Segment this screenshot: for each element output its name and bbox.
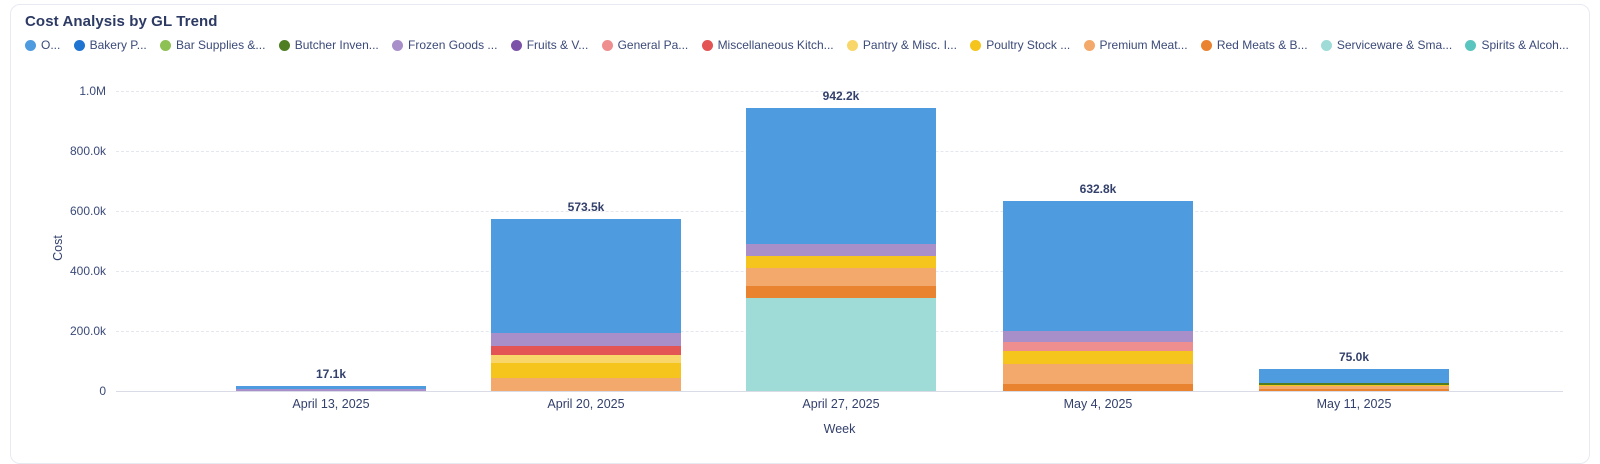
bar-segment[interactable] [1003, 351, 1193, 365]
legend-item[interactable]: Premium Meat... [1083, 38, 1188, 52]
x-tick-label: May 4, 2025 [1063, 397, 1133, 411]
legend-dot-icon [1200, 39, 1212, 51]
legend-dot-icon [846, 39, 858, 51]
legend-item[interactable]: Fruits & V... [510, 38, 589, 52]
legend-item[interactable]: Bakery P... [73, 38, 147, 52]
stacked-bar[interactable] [1259, 368, 1449, 391]
stacked-bar[interactable] [746, 108, 936, 391]
legend-dot-icon [970, 39, 982, 51]
bar-segment[interactable] [1003, 341, 1193, 352]
bar-segment[interactable] [746, 108, 936, 244]
bar-segment[interactable] [236, 385, 426, 389]
legend-item-label: Bar Supplies &... [176, 38, 266, 52]
x-tick-label: April 20, 2025 [547, 397, 625, 411]
bar-segment[interactable] [746, 298, 936, 391]
legend-dot-icon [1320, 39, 1332, 51]
bar-segment[interactable] [1003, 364, 1193, 385]
bar-segment[interactable] [746, 268, 936, 286]
y-tick-label: 0 [99, 384, 106, 398]
legend-item[interactable]: Frozen Goods ... [392, 38, 497, 52]
legend-item-label: Serviceware & Sma... [1336, 38, 1453, 52]
legend-item-label: Pantry & Misc. I... [862, 38, 957, 52]
chart-card: Cost Analysis by GL Trend O... Bakery P..… [10, 4, 1590, 464]
bar-segment[interactable] [1259, 384, 1449, 387]
bar-segment[interactable] [491, 355, 681, 364]
x-tick-label: April 27, 2025 [802, 397, 880, 411]
legend-item[interactable]: Miscellaneous Kitch... [701, 38, 834, 52]
legend-item[interactable]: Red Meats & B... [1200, 38, 1308, 52]
y-tick-label: 1.0M [79, 84, 106, 98]
legend-item-label: Premium Meat... [1099, 38, 1188, 52]
x-tick-label: May 11, 2025 [1316, 397, 1392, 411]
legend-item[interactable]: Spirits & Alcoh... [1465, 38, 1569, 52]
bar-segment[interactable] [236, 389, 426, 391]
bar-total-label: 75.0k [1338, 349, 1370, 364]
legend-item-label: O... [41, 38, 61, 52]
stacked-bar[interactable] [236, 385, 426, 391]
legend-dot-icon [160, 39, 172, 51]
legend-item[interactable]: Bar Supplies &... [160, 38, 265, 52]
legend-dot-icon [701, 39, 713, 51]
stacked-bar[interactable] [491, 218, 681, 391]
bar-segment[interactable] [491, 333, 681, 347]
bar-segment[interactable] [1003, 384, 1193, 391]
x-tick-label: April 13, 2025 [292, 397, 370, 411]
legend-item[interactable]: O... [25, 38, 60, 52]
legend-item-label: Butcher Inven... [294, 38, 379, 52]
bar-segment[interactable] [746, 244, 936, 256]
legend-item-label: Bakery P... [89, 38, 147, 52]
x-axis-title: Week [823, 422, 856, 436]
legend-item-label: Poultry Stock ... [986, 38, 1071, 52]
bar-segment[interactable] [1259, 386, 1449, 389]
gridline [116, 91, 1563, 92]
bar-segment[interactable] [1259, 382, 1449, 385]
bar-segment[interactable] [491, 378, 681, 391]
legend-item-label: Miscellaneous Kitch... [717, 38, 834, 52]
legend-dot-icon [510, 39, 522, 51]
bar-total-label: 573.5k [567, 199, 605, 214]
x-axis-baseline [116, 391, 1563, 392]
legend-item-label: General Pa... [617, 38, 689, 52]
plot-area: Cost 0 200.0k 400.0k 600.0k 800.0k 1.0M 17.1k A… [51, 84, 1563, 411]
bar-segment[interactable] [491, 363, 681, 379]
y-axis-title: Cost [51, 235, 65, 261]
y-tick-label: 400.0k [69, 264, 106, 278]
legend-dot-icon [278, 39, 290, 51]
legend-item[interactable]: General Pa... [601, 38, 689, 52]
bar-total-label: 17.1k [315, 366, 347, 381]
legend-dot-icon [73, 39, 85, 51]
legend-dot-icon [25, 39, 36, 51]
legend-item[interactable]: Pantry & Misc. I... [846, 38, 957, 52]
bar-segment[interactable] [1259, 368, 1449, 383]
y-tick-label: 800.0k [69, 144, 106, 158]
bar-segment[interactable] [746, 286, 936, 298]
bar-segment[interactable] [1003, 331, 1193, 342]
legend-item-label: Frozen Goods ... [408, 38, 498, 52]
legend-item-label: Fruits & V... [526, 38, 589, 52]
bar-segment[interactable] [491, 346, 681, 356]
legend-dot-icon [1083, 39, 1095, 51]
chart-title: Cost Analysis by GL Trend [25, 13, 218, 30]
legend: O... Bakery P... Bar Supplies &... Butcher … [25, 36, 1569, 54]
legend-item[interactable]: Butcher Inven... [278, 38, 379, 52]
legend-item[interactable]: Poultry Stock ... [970, 38, 1070, 52]
bar-segment[interactable] [746, 256, 936, 268]
legend-dot-icon [392, 39, 404, 51]
y-tick-label: 200.0k [69, 324, 106, 338]
stacked-bar[interactable] [1003, 201, 1193, 391]
bar-total-label: 942.2k [822, 89, 860, 104]
bar-segment[interactable] [491, 218, 681, 334]
bar-segment[interactable] [1259, 388, 1449, 391]
legend-item-label: Spirits & Alcoh... [1481, 38, 1569, 52]
bar-segment[interactable] [1003, 201, 1193, 332]
legend-item[interactable]: Serviceware & Sma... [1320, 38, 1453, 52]
legend-dot-icon [601, 39, 613, 51]
legend-dot-icon [1465, 39, 1477, 51]
y-tick-label: 600.0k [69, 204, 106, 218]
bar-total-label: 632.8k [1079, 182, 1117, 197]
legend-item-label: Red Meats & B... [1216, 38, 1308, 52]
